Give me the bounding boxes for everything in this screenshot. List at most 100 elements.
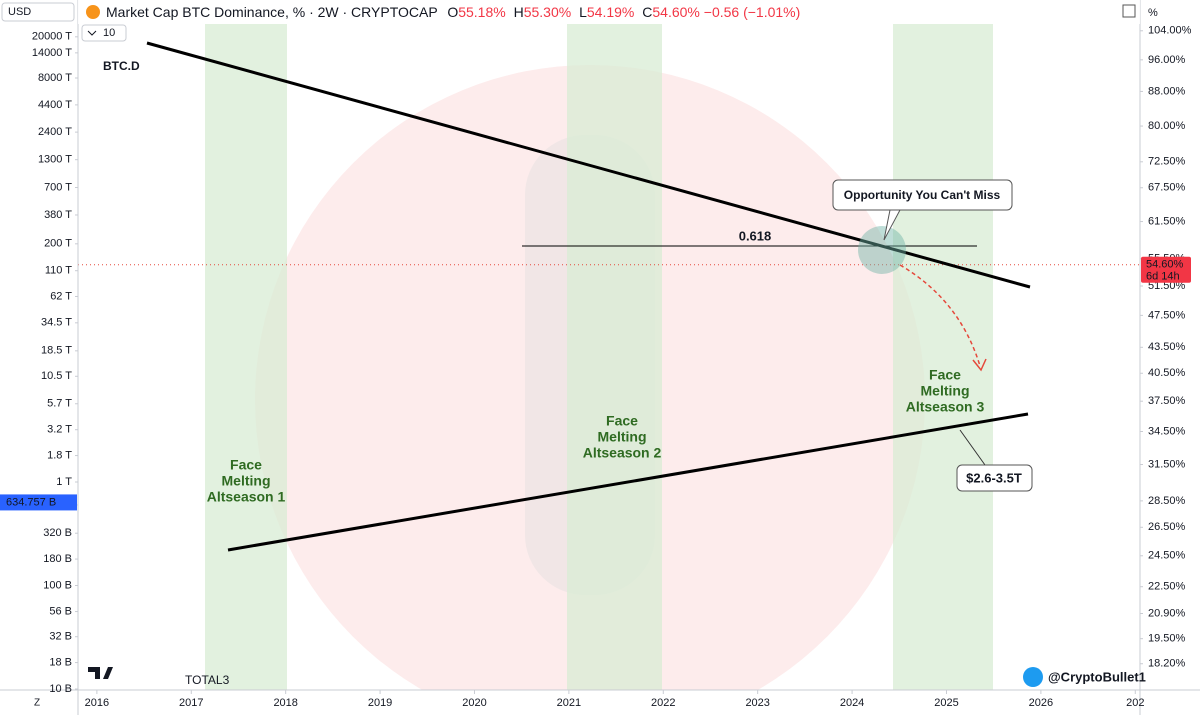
y2-tick-label: 72.50%: [1148, 156, 1186, 168]
y2-tick-label: 88.00%: [1148, 85, 1186, 97]
x-tick-label: 2021: [557, 697, 581, 709]
y2-tick-label: 19.50%: [1148, 633, 1186, 645]
ohlc-key: O: [447, 4, 458, 20]
y-tick-label: 110 T: [45, 265, 72, 277]
y2-tick-label: 67.50%: [1148, 182, 1186, 194]
altseason-band: [567, 24, 662, 690]
annotation: Melting: [921, 383, 970, 399]
projection-arrow: [899, 264, 981, 367]
last-value-label: 634.757 B: [6, 496, 56, 508]
twitter-icon: [1023, 667, 1043, 687]
ohlc-value: 55.18%: [458, 4, 505, 20]
x-tick-label: 2017: [179, 697, 203, 709]
currency-button[interactable]: [1, 2, 75, 22]
annotation: Face: [929, 367, 961, 383]
y2-tick-label: 34.50%: [1148, 425, 1186, 437]
ohlc-value: 54.60%: [652, 4, 699, 20]
last-value-tag: [0, 494, 77, 511]
y-tick-label: 34.5 T: [41, 317, 72, 329]
annotation: Melting: [222, 473, 271, 489]
y-tick-label: 2400 T: [38, 126, 72, 138]
y2-tick-label: 18.20%: [1148, 658, 1186, 670]
annotation-group: Face Melting Altseason 1 Face Melting Al…: [207, 188, 1022, 505]
series-label: TOTAL3: [185, 673, 230, 687]
y2-tick-label: 96.00%: [1148, 54, 1186, 66]
currency[interactable]: USD: [8, 6, 31, 18]
y-tick-label: 14000 T: [32, 47, 72, 59]
right-unit: %: [1148, 7, 1158, 19]
annotation: Face: [606, 413, 638, 429]
tv-logo: [88, 667, 113, 679]
ohlc-key: C: [642, 4, 652, 20]
x-tick-label: 2018: [273, 697, 297, 709]
symbol-icon: [86, 5, 100, 19]
annotation: Opportunity You Can't Miss: [844, 188, 1001, 202]
ohlc-key: H: [514, 4, 524, 20]
x-tick-label: 2020: [462, 697, 486, 709]
y-tick-label: 700 T: [44, 181, 72, 193]
x-tick-label: 2025: [934, 697, 958, 709]
y2-tick-label: 40.50%: [1148, 367, 1186, 379]
author: @CryptoBullet1: [1048, 669, 1146, 684]
highlight-circle: [858, 226, 906, 274]
altseason-band: [893, 24, 993, 690]
y-tick-label: 380 T: [44, 209, 72, 221]
last-value-label: 54.60%: [1146, 259, 1184, 271]
x-axis-area: [0, 690, 1200, 715]
indicator-button[interactable]: [81, 24, 127, 42]
annotation: Melting: [598, 429, 647, 445]
y2-tick-label: 104.00%: [1148, 25, 1192, 37]
data-layer: BTC.D TOTAL3: [78, 59, 1140, 687]
y-tick-label: 8000 T: [38, 72, 72, 84]
y2-tick-label: 24.50%: [1148, 550, 1186, 562]
y-tick-label: 1300 T: [38, 154, 72, 166]
y-tick-label: 10 B: [49, 683, 72, 695]
chart-title: Market Cap BTC Dominance, % · 2W · CRYPT…: [106, 4, 437, 20]
y-tick-label: 1 T: [56, 476, 72, 488]
x-tick-label: 2024: [840, 697, 864, 709]
callout-box: [832, 179, 1013, 211]
y2-tick-label: 47.50%: [1148, 309, 1186, 321]
ohlc-key: L: [579, 4, 587, 20]
header-line: Market Cap BTC Dominance, % · 2W · CRYPT…: [106, 4, 800, 20]
annotation: Altseason 3: [906, 399, 985, 415]
arrow-head: [972, 358, 987, 372]
y-tick-label: 3.2 T: [47, 424, 72, 436]
y-tick-label: 320 B: [43, 527, 72, 539]
left-axis-area: [0, 0, 78, 715]
header: [78, 0, 1140, 24]
y-tick-label: 5.7 T: [47, 398, 72, 410]
y-tick-label: 18.5 T: [41, 345, 72, 357]
annotation: $2.6-3.5T: [966, 470, 1022, 485]
y-tick-label: 32 B: [49, 631, 72, 643]
settings-icon[interactable]: [1122, 4, 1136, 18]
chevron: [87, 30, 97, 36]
countdown-label: 6d 14h: [1146, 271, 1180, 283]
y2-tick-label: 22.50%: [1148, 581, 1186, 593]
scale-button[interactable]: Z: [34, 698, 40, 709]
y-tick-label: 4400 T: [38, 99, 72, 111]
y-tick-label: 62 T: [50, 290, 72, 302]
y-tick-label: 20000 T: [32, 31, 72, 43]
y-tick-label: 56 B: [49, 605, 72, 617]
x-tick-label: 2016: [85, 697, 109, 709]
ohlc-value: −0.56 (−1.01%): [704, 4, 801, 20]
y-tick-label: 100 B: [43, 579, 72, 591]
right-axis-area: [1140, 0, 1200, 715]
annotation: 0.618: [739, 228, 772, 243]
annotation: Altseason 1: [207, 489, 286, 505]
callout-box: [956, 464, 1033, 492]
y-tick-label: 18 B: [49, 656, 72, 668]
y2-tick-label: 80.00%: [1148, 120, 1186, 132]
y2-tick-label: 37.50%: [1148, 395, 1186, 407]
y-tick-label: 200 T: [44, 238, 72, 250]
indicator-count[interactable]: 10: [103, 27, 115, 39]
trendline: [227, 412, 1029, 552]
annotation: Face: [230, 457, 262, 473]
y2-tick-label: 51.50%: [1148, 280, 1186, 292]
y-tick-label: 10.5 T: [41, 370, 72, 382]
y-tick-label: 180 B: [43, 553, 72, 565]
x-tick-label: 2022: [651, 697, 675, 709]
y2-tick-label: 61.50%: [1148, 215, 1186, 227]
